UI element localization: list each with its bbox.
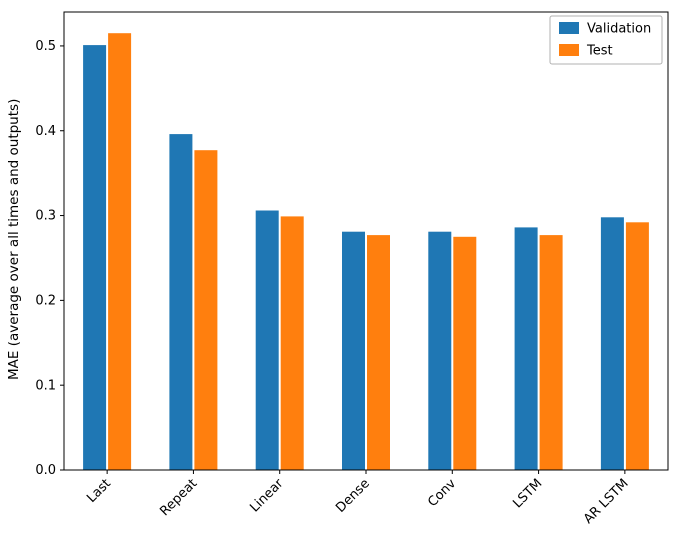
x-tick-label: Linear xyxy=(247,476,287,516)
legend-swatch-validation xyxy=(559,22,579,34)
legend-label-test: Test xyxy=(586,43,613,58)
legend-swatch-test xyxy=(559,44,579,56)
bar-validation-dense xyxy=(342,231,365,470)
y-axis-label: MAE (average over all times and outputs) xyxy=(6,99,22,380)
y-tick-label: 0.3 xyxy=(35,209,56,224)
bar-test-conv xyxy=(453,236,477,470)
x-tick-label: Dense xyxy=(333,476,373,516)
bar-test-linear xyxy=(280,216,304,470)
bar-test-last xyxy=(108,33,132,470)
legend: Validation Test xyxy=(549,15,663,65)
bar-validation-conv xyxy=(428,231,452,470)
bar-test-repeat xyxy=(194,150,218,470)
bar-validation-lstm xyxy=(514,227,538,470)
x-tick-label: AR LSTM xyxy=(581,476,632,527)
bar-test-dense xyxy=(367,235,390,470)
axes-frame xyxy=(63,11,669,471)
bar-validation-repeat xyxy=(169,134,193,470)
y-tick-label: 0.2 xyxy=(35,294,56,309)
bar-validation-linear xyxy=(255,210,279,470)
legend-label-validation: Validation xyxy=(587,21,651,36)
bar-test-ar-lstm xyxy=(625,222,649,470)
y-tick-label: 0.0 xyxy=(35,463,56,478)
x-tick-label: Repeat xyxy=(157,476,200,519)
x-tick-label: LSTM xyxy=(510,476,545,511)
y-tick-label: 0.1 xyxy=(35,378,56,393)
y-tick-label: 0.4 xyxy=(35,124,56,139)
bar-test-lstm xyxy=(539,235,563,470)
bar-validation-last xyxy=(83,45,107,470)
y-tick-label: 0.5 xyxy=(35,39,56,54)
bars-layer xyxy=(83,33,649,470)
bar-validation-ar-lstm xyxy=(600,217,624,470)
x-tick-label: Conv xyxy=(425,476,459,510)
x-tick-label: Last xyxy=(84,476,114,506)
